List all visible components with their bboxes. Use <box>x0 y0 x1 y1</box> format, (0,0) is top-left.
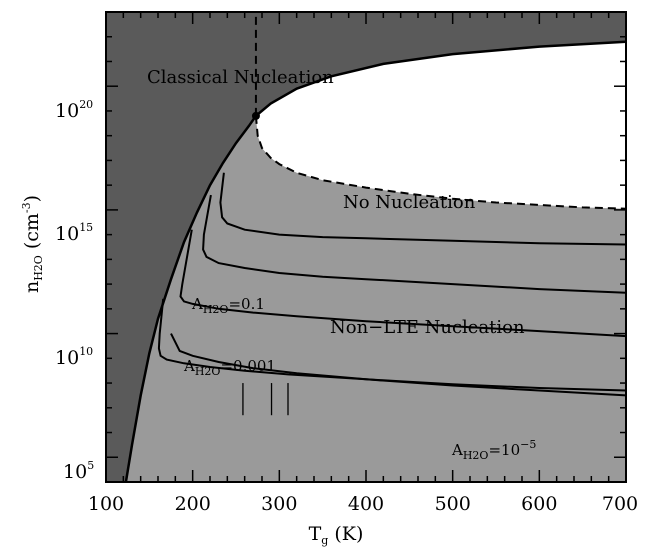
y-axis-title: nH2O(cm-3) <box>20 195 45 293</box>
no-nucleation-region <box>255 41 626 209</box>
y-tick-label: 1015 <box>55 221 93 245</box>
series-label-0p001: AH2O=0.001 <box>183 357 276 378</box>
y-tick-label: 1010 <box>55 345 93 369</box>
dashed-boundary-line <box>254 115 626 210</box>
x-tick-label: 200 <box>175 493 211 515</box>
classical-label: Classical Nucleation <box>147 67 334 88</box>
no-nucleation-label: No Nucleation <box>343 192 476 213</box>
series-line <box>179 229 626 338</box>
series-label-1e-5: AH2O=10−5 <box>451 438 536 462</box>
series-line <box>157 298 626 392</box>
axis-ticks <box>105 11 627 483</box>
series-group <box>157 172 626 397</box>
critical-point-marker <box>251 111 260 120</box>
series-line <box>219 172 626 246</box>
classical-region <box>106 12 626 482</box>
plot-area <box>106 12 626 482</box>
x-tick-label: 300 <box>261 493 297 515</box>
series-label-0p1: AH2O=0.1 <box>191 295 265 316</box>
series-line <box>202 194 626 294</box>
marker-ticks <box>242 383 289 416</box>
nonlte-label: Non−LTE Nucleation <box>330 317 525 338</box>
x-tick-label: 400 <box>348 493 384 515</box>
y-tick-label: 1020 <box>55 98 93 122</box>
y-tick-label: 105 <box>63 459 94 483</box>
classical-boundary-line <box>124 40 626 482</box>
x-tick-labels: 100 200 300 400 500 600 700 <box>88 493 638 515</box>
x-tick-label: 100 <box>88 493 124 515</box>
y-tick-labels: 105 1010 1015 1020 <box>55 98 94 483</box>
series-line <box>170 333 626 397</box>
x-axis-title: Tg (K) <box>309 523 364 547</box>
x-tick-label: 700 <box>602 493 638 515</box>
x-tick-label: 500 <box>435 493 471 515</box>
x-tick-label: 600 <box>521 493 557 515</box>
